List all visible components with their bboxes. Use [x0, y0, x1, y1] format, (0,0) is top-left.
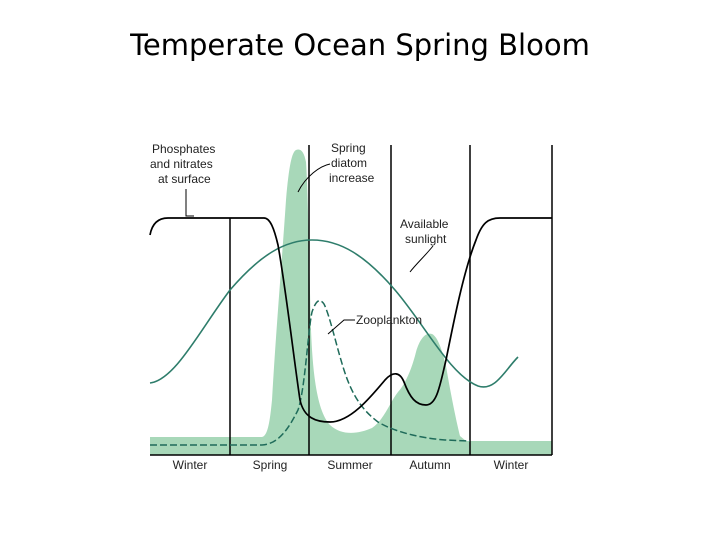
diatom-leader	[297, 163, 331, 193]
sunlight-label-line: Available	[400, 217, 449, 231]
season-label-winter-2: Winter	[494, 458, 529, 472]
sunlight-label: Available sunlight	[400, 217, 452, 246]
season-label-spring: Spring	[253, 458, 288, 472]
phosphates-label: Phosphates and nitrates at surface	[150, 142, 219, 186]
diatom-label-line: diatom	[331, 156, 367, 170]
season-label-autumn: Autumn	[409, 458, 450, 472]
phosphates-leader	[185, 189, 194, 217]
sunlight-curve	[149, 239, 519, 388]
zooplankton-curve	[150, 299, 471, 446]
season-label-winter: Winter	[173, 458, 208, 472]
diatom-bloom-area	[150, 149, 552, 455]
phosphates-label-line: Phosphates	[152, 142, 215, 156]
page-title: Temperate Ocean Spring Bloom	[130, 28, 590, 62]
zooplankton-label: Zooplankton	[356, 313, 422, 327]
sunlight-leader	[409, 245, 434, 273]
diatom-label-line: increase	[329, 171, 375, 185]
season-label-summer: Summer	[327, 458, 372, 472]
nutrients-curve	[149, 217, 552, 423]
diatom-label-line: Spring	[331, 141, 366, 155]
diatom-label: Spring diatom increase	[329, 141, 375, 185]
zooplankton-leader	[327, 319, 355, 335]
phosphates-label-line: at surface	[158, 172, 211, 186]
phosphates-label-line: and nitrates	[150, 157, 213, 171]
sunlight-label-line: sunlight	[405, 232, 447, 246]
